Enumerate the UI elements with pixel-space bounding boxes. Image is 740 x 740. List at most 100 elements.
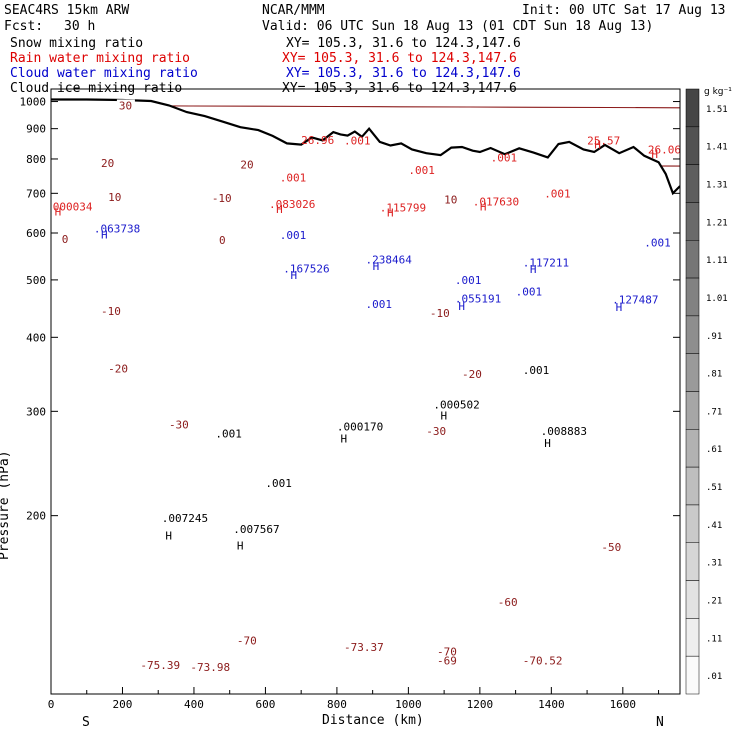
- colorbar-swatch: [685, 504, 700, 543]
- extremum-label: H: [373, 260, 380, 273]
- temperature-label-bg: [106, 191, 125, 204]
- extremum-label: .001: [280, 229, 307, 242]
- colorbar-swatch: [685, 466, 700, 506]
- temperature-label-bg: [434, 645, 460, 658]
- x-tick-label: 1600: [610, 698, 637, 711]
- extremum-label: H: [544, 437, 551, 450]
- colorbar-swatch: [685, 240, 700, 279]
- extremum-label: .063738: [94, 223, 140, 236]
- temperature-label: -70: [437, 645, 457, 658]
- temperature-label-bg: [424, 424, 450, 437]
- extremum-label: .117211: [523, 256, 569, 269]
- temperature-label-bg: [209, 191, 235, 204]
- temperature-label-bg: [459, 367, 485, 380]
- extremum-label: .001: [644, 237, 671, 250]
- extremum-label: H: [594, 139, 601, 152]
- colorbar-swatch: [685, 353, 700, 392]
- temperature-label: 10: [108, 191, 121, 204]
- temperature-label: 30: [119, 99, 132, 112]
- extremum-label: .001: [455, 274, 482, 287]
- extremum-label: H: [101, 229, 108, 242]
- temperature-label: 0: [62, 233, 69, 246]
- x-tick-label: 600: [255, 698, 275, 711]
- extremum-label: H: [290, 269, 297, 282]
- terrain-line: [51, 98, 680, 196]
- colorbar-swatch: [685, 618, 700, 657]
- colorbar-level-label: .21: [706, 596, 722, 606]
- colorbar-level-label: 1.51: [706, 105, 728, 115]
- temperature-label: -10: [101, 305, 121, 318]
- extremum-label: .000502: [433, 399, 479, 412]
- temperature-label-bg: [216, 233, 228, 246]
- colorbar-level-label: 1.21: [706, 218, 728, 228]
- colorbar-level-label: .51: [706, 483, 722, 493]
- extremum-label: .000170: [337, 420, 383, 433]
- right-endpoint-label: N: [656, 715, 664, 730]
- x-tick-label: 1400: [538, 698, 565, 711]
- temperature-label: -30: [169, 419, 189, 432]
- y-tick-label: 1000: [20, 96, 47, 109]
- colorbar-level-label: 1.11: [706, 256, 728, 266]
- colorbar-level-label: 1.01: [706, 294, 728, 304]
- temperature-label-bg: [59, 233, 71, 246]
- x-tick-label: 800: [327, 698, 347, 711]
- temperature-label-bg: [116, 99, 135, 112]
- colorbar-level-label: .71: [706, 407, 722, 417]
- colorbar-level-label: .31: [706, 559, 722, 569]
- extremum-label: .001: [215, 428, 242, 441]
- temperature-label-bg: [166, 418, 192, 431]
- plot-frame: [50, 88, 681, 695]
- extremum-label: -75.39: [140, 659, 180, 672]
- extremum-label: .238464: [366, 254, 413, 267]
- temperature-label: 20: [240, 158, 253, 171]
- temperature-label: -60: [498, 596, 518, 609]
- temperature-label-bg: [427, 306, 453, 319]
- colorbar-swatch: [685, 88, 700, 128]
- extremum-label: .167526: [283, 262, 329, 275]
- extremum-label: H: [441, 410, 448, 423]
- extremum-label: .001: [280, 171, 307, 184]
- colorbar-level-label: .11: [706, 634, 722, 644]
- field-label-snow: Snow mixing ratio: [10, 36, 144, 51]
- colorbar-swatch: [685, 315, 700, 354]
- x-tick-label: 200: [113, 698, 133, 711]
- terrain-profile: [51, 98, 680, 694]
- temperature-label: -10: [430, 307, 450, 320]
- extremum-label: .008883: [541, 425, 587, 438]
- extremum-label: -73.98: [190, 661, 230, 674]
- temperature-label-bg: [442, 193, 461, 206]
- field-label-rain: Rain water mixing ratio: [10, 51, 191, 66]
- extremum-label: H: [387, 206, 394, 219]
- extremum-label: .007245: [162, 512, 208, 525]
- y-tick-label: 900: [26, 123, 46, 136]
- center-name: NCAR/MMM: [262, 3, 325, 18]
- extremum-label: H: [651, 148, 658, 161]
- temperature-label: -10: [212, 192, 232, 205]
- init-time: Init: 00 UTC Sat 17 Aug 13: [522, 3, 726, 18]
- y-tick-label: 500: [26, 274, 46, 287]
- y-axis-label: Pressure (hPa): [0, 450, 12, 560]
- extremum-label: .001: [516, 285, 543, 298]
- colorbar-swatch: [685, 277, 700, 317]
- x-tick-label: 1000: [395, 698, 422, 711]
- extremum-label: H: [276, 203, 283, 216]
- temperature-label-bg: [106, 362, 132, 375]
- colorbar-swatch: [685, 202, 700, 241]
- field-xy-cloud-water: XY= 105.3, 31.6 to 124.3,147.6: [286, 66, 521, 81]
- y-tick-label: 800: [26, 153, 46, 166]
- extremum-label: H: [458, 300, 465, 313]
- colorbar-swatch: [685, 655, 700, 695]
- field-label-cloud-water: Cloud water mixing ratio: [10, 66, 198, 81]
- extremum-label: H: [237, 540, 244, 553]
- extremum-label: .001: [491, 151, 517, 164]
- temperature-label-bg: [99, 157, 118, 170]
- extremum-label: 26.06: [648, 143, 681, 156]
- extremum-label: .001: [344, 134, 371, 147]
- extremum-label: H: [55, 206, 62, 219]
- x-tick-label: 400: [184, 698, 204, 711]
- temperature-label-bg: [495, 595, 521, 608]
- y-tick-label: 200: [26, 510, 46, 523]
- extremum-label: .001: [408, 164, 435, 177]
- valid-time: Valid: 06 UTC Sun 18 Aug 13 (01 CDT Sun …: [262, 19, 654, 34]
- extremum-label: .017630: [473, 196, 519, 209]
